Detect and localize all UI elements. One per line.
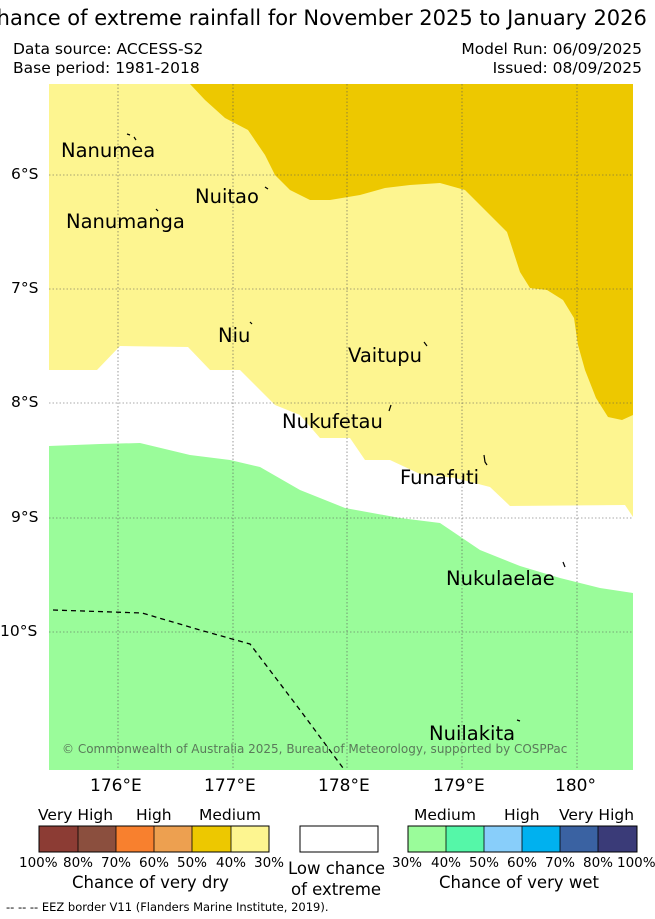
label-vaitupu: Vaitupu	[348, 344, 422, 367]
label-nuilakita: Nuilakita	[429, 722, 516, 745]
x-tick-178e: 178°E	[318, 776, 370, 796]
y-tick-8s: 8°S	[11, 393, 39, 411]
legend-wet-pct-50: 50%	[469, 855, 500, 871]
x-tick-177e: 177°E	[204, 776, 256, 796]
y-tick-6s: 6°S	[11, 165, 39, 183]
legend-dry-pct-50: 50%	[177, 855, 208, 871]
legend-wet-pct-80: 80%	[583, 855, 614, 871]
island-marks	[126, 133, 566, 722]
model-run: Model Run: 06/09/2025	[461, 40, 642, 58]
legend-dry-pct-60: 60%	[139, 855, 170, 871]
y-tick-10s: 10°S	[0, 622, 38, 640]
legend-wet-caption: Chance of very wet	[439, 873, 599, 892]
legend-dry-caption: Chance of very dry	[72, 873, 229, 892]
legend-neutral-caption-2: of extreme	[291, 880, 382, 899]
legend-wet-very-high: Very High	[559, 806, 635, 824]
eez-border	[52, 609, 344, 769]
legend-wet-pct-40: 40%	[431, 855, 462, 871]
label-nanumanga: Nanumanga	[66, 210, 185, 233]
legend-dry-pct-70: 70%	[101, 855, 132, 871]
copyright-notice: © Commonwealth of Australia 2025, Bureau…	[62, 742, 568, 756]
legend-wet-medium: Medium	[414, 806, 476, 824]
label-niu: Niu	[218, 324, 251, 347]
legend-dry-pct-40: 40%	[216, 855, 247, 871]
x-tick-176e: 176°E	[90, 776, 142, 796]
legend-dry-pct-100: 100%	[19, 855, 58, 871]
legend-dry-pct-80: 80%	[63, 855, 94, 871]
legend-wet-pct-60: 60%	[507, 855, 538, 871]
x-tick-179e: 179°E	[433, 776, 485, 796]
data-source: Data source: ACCESS-S2	[13, 40, 204, 58]
legend-wet-pct-30: 30%	[392, 855, 423, 871]
eez-note: -- -- -- EEZ border V11 (Flanders Marine…	[6, 900, 329, 914]
y-tick-9s: 9°S	[11, 508, 39, 526]
legend-wet-bar	[407, 825, 638, 853]
label-funafuti: Funafuti	[400, 466, 480, 489]
label-nukulaelae: Nukulaelae	[446, 567, 555, 590]
label-nukufetau: Nukufetau	[282, 410, 383, 433]
legend-dry-pct-30: 30%	[254, 855, 285, 871]
y-tick-7s: 7°S	[11, 279, 39, 297]
legend-dry-high: High	[136, 806, 172, 824]
legend-dry-very-high: Very High	[38, 806, 114, 824]
map-title: Chance of extreme rainfall for November …	[0, 6, 647, 30]
label-nanumea: Nanumea	[61, 139, 156, 162]
issued-date: Issued: 08/09/2025	[492, 59, 642, 77]
legend-neutral-caption-1: Low chance	[288, 859, 386, 878]
legend-dry-bar	[38, 825, 270, 853]
legend-wet-pct-70: 70%	[545, 855, 576, 871]
base-period: Base period: 1981-2018	[13, 59, 200, 77]
legend-wet-high: High	[504, 806, 540, 824]
x-tick-180: 180°	[555, 776, 596, 796]
label-nuitao: Nuitao	[195, 185, 259, 208]
dry-medium-region	[190, 84, 633, 420]
legend-neutral-box	[299, 825, 379, 853]
legend-dry-medium: Medium	[199, 806, 261, 824]
grid-lines	[49, 84, 633, 770]
legend-wet-pct-100: 100%	[617, 855, 655, 871]
